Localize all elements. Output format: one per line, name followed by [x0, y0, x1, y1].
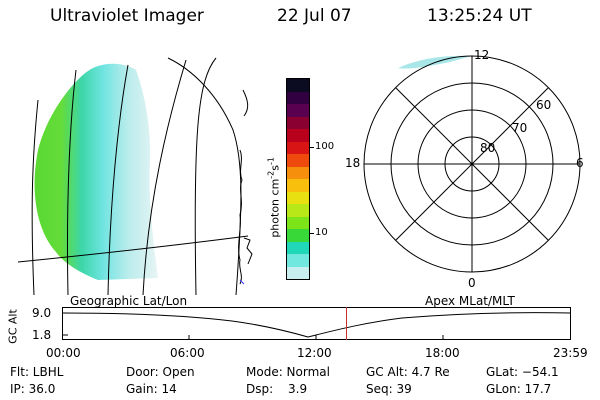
dsp-info: Dsp:	[246, 382, 274, 396]
colorbar-segment	[287, 216, 309, 229]
polar-mlat-mlt-plot	[363, 55, 581, 273]
colorbar-segment	[287, 229, 309, 242]
time-tick: 12:00	[297, 346, 332, 360]
geographic-grid-lines	[18, 57, 249, 295]
colorbar-segment	[287, 91, 309, 104]
earth-disk-emission	[34, 63, 158, 281]
geographic-image-panel	[18, 57, 253, 295]
altitude-axis-label: GC Alt	[6, 309, 20, 344]
dsp-value: 3.9	[288, 382, 308, 396]
colorbar-segment	[287, 241, 309, 254]
colorbar-segment	[287, 266, 309, 279]
mlt-label-6: 6	[576, 156, 584, 170]
colorbar-segment	[287, 116, 309, 129]
seq-info: Seq: 39	[366, 382, 412, 396]
door-info: Door: Open	[126, 365, 195, 379]
colorbar-segment	[287, 179, 309, 192]
altitude-curve	[62, 312, 572, 338]
colorbar-segment	[287, 79, 309, 92]
colorbar-tick-label: 100	[315, 141, 335, 152]
colorbar-segment	[287, 104, 309, 117]
colorbar-tick-label: 10	[315, 227, 328, 238]
ip-info: IP: 36.0	[10, 382, 56, 396]
filter-info: Flt: LBHL	[10, 365, 64, 379]
polar-panel-label: Apex MLat/MLT	[425, 294, 515, 308]
colorbar	[286, 78, 310, 280]
gain-info: Gain: 14	[126, 382, 177, 396]
time-tick: 06:00	[170, 346, 205, 360]
glat-info: GLat: −54.1	[486, 365, 559, 379]
colorbar-segment	[287, 166, 309, 179]
mlt-label-0: 0	[468, 276, 476, 290]
date-label: 22 Jul 07	[277, 6, 352, 26]
glon-info: GLon: 17.7	[486, 382, 552, 396]
colorbar-tick-10	[309, 233, 314, 234]
colorbar-segment	[287, 154, 309, 167]
time-tick: 23:59	[553, 346, 588, 360]
altitude-ytick: 9.0	[32, 306, 52, 320]
time-tick: 18:00	[425, 346, 460, 360]
mlat-label-80: 80	[480, 141, 496, 155]
time-label: 13:25:24 UT	[427, 6, 532, 26]
coastline-icon	[238, 149, 253, 285]
mlt-label-12: 12	[474, 48, 490, 62]
geographic-panel-label: Geographic Lat/Lon	[70, 294, 188, 308]
altitude-plot	[62, 307, 572, 340]
altitude-ytick: 1.8	[32, 328, 52, 342]
colorbar-segment	[287, 191, 309, 204]
colorbar-units-label: photon cm-2s-1	[266, 157, 282, 238]
time-tick: 00:00	[46, 346, 81, 360]
colorbar-tick-100	[309, 147, 314, 148]
colorbar-segment	[287, 129, 309, 142]
mlt-label-18: 18	[345, 156, 361, 170]
gc-alt-info: GC Alt: 4.7 Re	[366, 365, 450, 379]
colorbar-segment	[287, 254, 309, 267]
colorbar-segment	[287, 141, 309, 154]
colorbar-segment	[287, 204, 309, 217]
mode-info: Mode: Normal	[246, 365, 330, 379]
instrument-title: Ultraviolet Imager	[50, 6, 204, 26]
mlat-label-70: 70	[512, 121, 528, 135]
mlat-label-60: 60	[536, 98, 552, 112]
